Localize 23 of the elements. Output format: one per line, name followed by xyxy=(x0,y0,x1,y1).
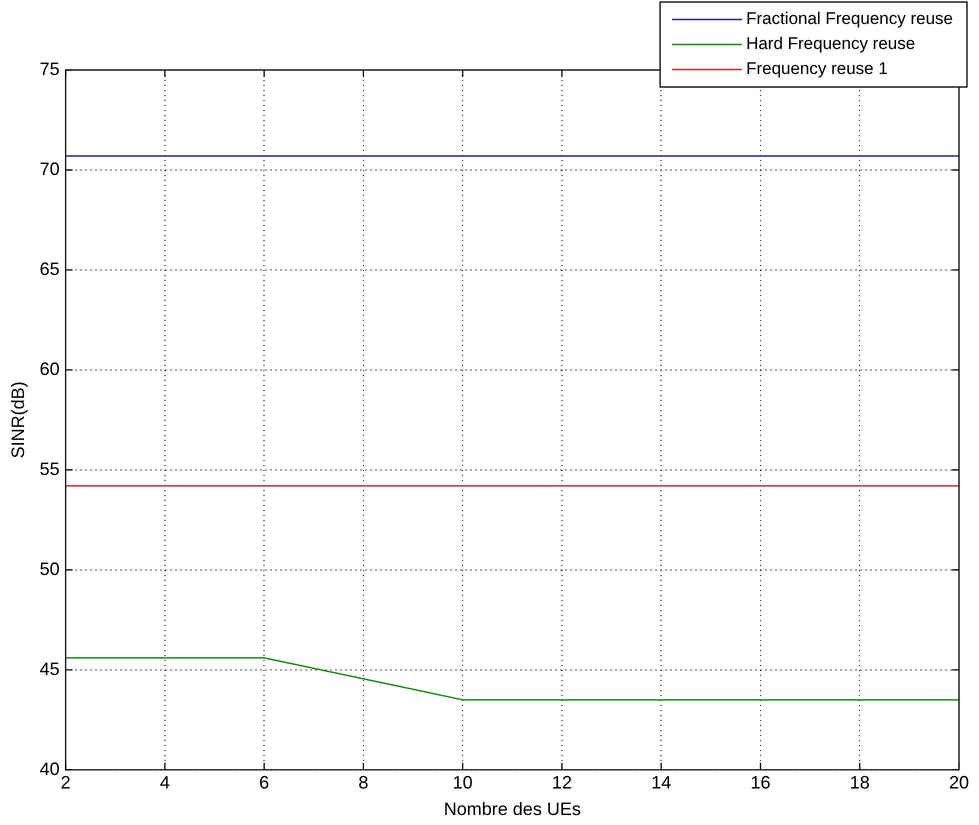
x-tick-label: 12 xyxy=(552,772,572,793)
x-tick-label: 20 xyxy=(948,772,970,793)
y-tick-label: 50 xyxy=(40,558,60,579)
y-tick-label: 55 xyxy=(40,458,60,479)
y-tick-label: 45 xyxy=(40,658,60,679)
x-tick-label: 16 xyxy=(750,772,770,793)
x-tick-label: 18 xyxy=(850,772,870,793)
legend-label: Hard Frequency reuse xyxy=(746,34,916,54)
x-tick-label: 4 xyxy=(160,772,170,793)
y-tick-label: 70 xyxy=(40,158,60,179)
legend-label: Frequency reuse 1 xyxy=(746,59,888,78)
x-tick-label: 10 xyxy=(452,772,473,793)
y-tick-label: 60 xyxy=(40,358,60,379)
legend-label: Fractional Frequency reuse xyxy=(746,9,954,28)
x-tick-label: 14 xyxy=(651,772,672,793)
y-tick-label: 65 xyxy=(40,258,60,279)
x-tick-label: 6 xyxy=(259,772,270,793)
y-axis-title: SINR(dB) xyxy=(8,381,28,458)
x-axis-title: Nombre des UEs xyxy=(444,799,581,820)
y-tick-label: 40 xyxy=(40,758,60,779)
x-tick-label: 8 xyxy=(358,772,368,793)
y-tick-label: 75 xyxy=(40,58,60,79)
x-tick-label: 2 xyxy=(60,772,71,793)
